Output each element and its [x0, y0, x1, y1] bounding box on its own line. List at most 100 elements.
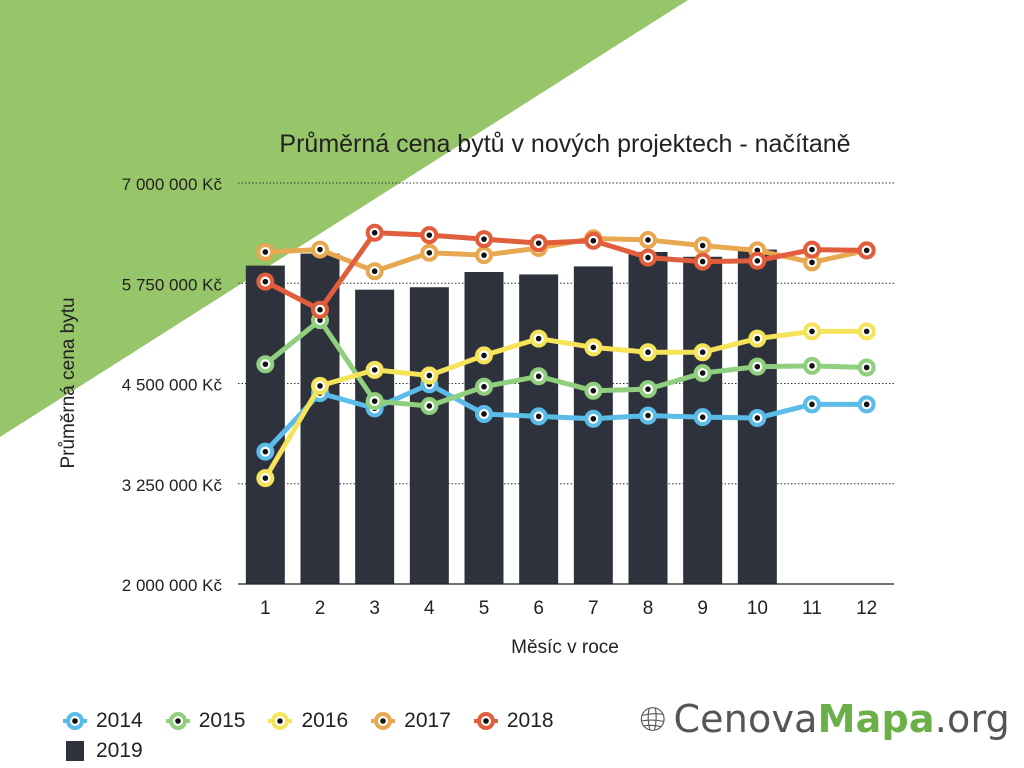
bar-2019 — [519, 274, 559, 584]
point-center-2018 — [863, 247, 870, 254]
point-center-2015 — [863, 364, 870, 371]
point-center-2016 — [754, 335, 761, 342]
point-center-2015 — [645, 386, 651, 392]
point-center-2017 — [481, 252, 487, 258]
point-center-2016 — [809, 328, 815, 335]
cenovamapa-logo: CenovaMapa.org — [640, 684, 1010, 754]
legend-item-2014: 2014 — [62, 708, 143, 734]
legend-marker-2015 — [165, 708, 191, 734]
chart-title: Průměrná cena bytů v nových projektech -… — [279, 130, 850, 158]
legend-item-2018: 2018 — [473, 708, 554, 734]
logo-part-cenova: Cenova — [673, 697, 818, 741]
x-tick-label: 4 — [424, 598, 435, 619]
point-center-2018 — [809, 246, 815, 253]
x-tick-label: 1 — [260, 598, 271, 619]
legend-label: 2016 — [301, 709, 349, 732]
series-line-2016 — [262, 328, 870, 481]
legend-item-2016: 2016 — [267, 708, 348, 734]
series-line-2014 — [262, 381, 870, 455]
point-center-2016 — [262, 475, 269, 481]
point-center-2015 — [481, 383, 487, 390]
series-2014 — [256, 375, 876, 461]
x-axis-label: Měsíc v roce — [511, 637, 619, 658]
legend-label: 2017 — [404, 709, 451, 732]
logo-text: CenovaMapa.org — [673, 697, 1010, 741]
bar-2019 — [245, 265, 285, 584]
point-center-2017 — [754, 247, 761, 254]
legend-row: 2019 — [62, 736, 622, 766]
point-center-2016 — [317, 383, 323, 389]
point-center-2018 — [262, 278, 269, 285]
point-center-2015 — [317, 317, 323, 323]
point-center-2016 — [426, 372, 433, 379]
point-center-2018 — [699, 258, 706, 265]
point-center-2017 — [317, 246, 323, 253]
series-2018 — [256, 223, 876, 319]
point-center-2018 — [317, 306, 323, 313]
legend-label: 2015 — [198, 709, 246, 732]
point-center-2016 — [481, 352, 487, 359]
point-center-2015 — [754, 363, 761, 370]
point-center-2014 — [645, 412, 651, 419]
point-center-2016 — [590, 344, 597, 351]
point-center-2014 — [535, 413, 542, 420]
point-center-2015 — [699, 370, 706, 376]
legend-row: 2014 2015 2016 2017 2018 — [62, 706, 622, 736]
point-center-2018 — [754, 257, 761, 264]
x-tick-label: 8 — [643, 598, 654, 619]
x-tick-label: 3 — [369, 598, 380, 619]
legend-label: 2018 — [506, 709, 554, 732]
background-triangle — [0, 0, 688, 437]
point-center-2016 — [699, 349, 706, 356]
point-center-2014 — [754, 415, 761, 421]
point-center-2014 — [262, 448, 269, 455]
point-center-2018 — [535, 240, 542, 246]
legend-marker-2018 — [473, 708, 499, 734]
y-tick-label: 7 000 000 Kč — [122, 175, 223, 194]
point-center-2017 — [809, 259, 815, 266]
point-center-2018 — [371, 229, 378, 236]
series-line-2018 — [262, 230, 870, 313]
bar-2019 — [355, 289, 395, 584]
point-center-2016 — [371, 367, 378, 373]
series-2016 — [256, 322, 876, 488]
series-line-2015 — [262, 317, 870, 409]
point-center-2015 — [535, 373, 542, 380]
point-center-2018 — [645, 254, 651, 261]
series-lines — [256, 223, 876, 488]
bar-2019 — [464, 272, 504, 584]
y-tick-label: 2 000 000 Kč — [122, 576, 223, 595]
legend-item-2017: 2017 — [370, 708, 451, 734]
x-tick-label: 2 — [315, 598, 326, 619]
x-tick-label: 12 — [856, 598, 877, 619]
point-center-2016 — [645, 349, 651, 356]
legend-marker-2016 — [267, 708, 293, 734]
x-tick-label: 5 — [479, 598, 490, 619]
y-tick-label: 5 750 000 Kč — [122, 275, 223, 294]
legend-label: 2014 — [96, 709, 143, 732]
point-center-2017 — [426, 249, 433, 256]
point-center-2017 — [371, 268, 378, 275]
y-axis-label: Průměrná cena bytu — [58, 297, 79, 468]
logo-part-mapa: Mapa — [817, 697, 935, 741]
point-center-2017 — [645, 237, 651, 243]
point-center-2016 — [535, 335, 542, 342]
legend-item-2015: 2015 — [165, 708, 246, 734]
point-center-2014 — [863, 401, 870, 408]
x-tick-label: 10 — [747, 598, 768, 619]
series-2015 — [256, 311, 876, 415]
x-tick-label: 9 — [697, 598, 708, 619]
legend: 2014 2015 2016 2017 2018 2019 — [62, 706, 622, 766]
legend-marker-2014 — [62, 708, 88, 734]
point-center-2014 — [699, 414, 706, 420]
bar-2019 — [409, 287, 449, 584]
logo-part-org: .org — [934, 697, 1010, 741]
legend-label: 2019 — [96, 739, 143, 762]
point-center-2015 — [262, 361, 269, 368]
x-tick-label: 6 — [533, 598, 544, 619]
point-center-2017 — [699, 242, 706, 249]
axes: 2 000 000 Kč3 250 000 Kč4 500 000 Kč5 75… — [122, 175, 894, 619]
point-center-2014 — [481, 411, 487, 417]
point-center-2018 — [590, 237, 597, 244]
